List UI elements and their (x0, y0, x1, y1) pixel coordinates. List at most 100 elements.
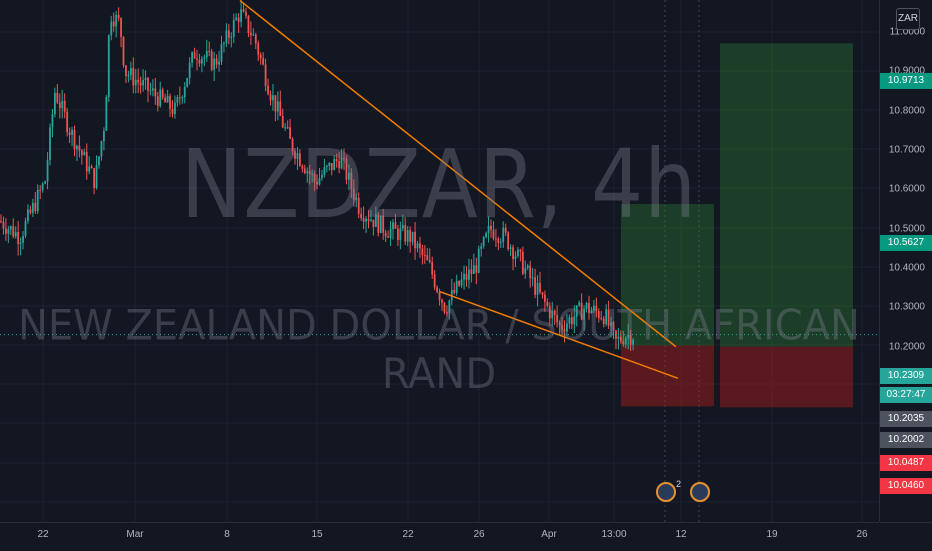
candle-body (605, 309, 608, 325)
candle-body (588, 303, 590, 314)
candle-body (49, 127, 51, 161)
candle-body (210, 51, 213, 70)
candle-body (436, 287, 438, 292)
candle-body (267, 85, 269, 95)
candle-body (590, 310, 593, 314)
candle-body (127, 75, 130, 77)
candle-body (377, 214, 380, 233)
lower-trendline (439, 291, 679, 379)
candle-body (350, 172, 353, 189)
candle-body (499, 241, 502, 243)
candle-body (441, 299, 443, 303)
candle-body (362, 218, 365, 222)
event-count-badge: 2 (676, 479, 682, 489)
candle-body (254, 34, 257, 44)
candle-body (294, 151, 296, 159)
candle-body (78, 145, 81, 151)
candle-body (147, 77, 149, 91)
candle-body (460, 279, 463, 286)
candle-body (73, 129, 76, 150)
candle-body (355, 197, 358, 200)
candle-body (174, 102, 176, 114)
candle-body (325, 165, 328, 168)
candle-body (448, 300, 451, 313)
candle-body (536, 282, 539, 295)
trendlines (239, 0, 679, 379)
candle-body (88, 166, 91, 172)
candle-body (411, 231, 414, 242)
candle-body (558, 322, 561, 326)
candle-body (68, 132, 71, 135)
candle-body (235, 17, 238, 20)
candle-body (472, 265, 475, 274)
candle-body (66, 111, 69, 133)
chart-grid (0, 0, 879, 522)
candle-body (446, 312, 448, 314)
candle-body (139, 82, 142, 86)
candle-body (34, 202, 37, 212)
entry-price-label: 10.2035 (880, 411, 932, 427)
nz-flag-event-icon[interactable]: 2 (656, 479, 681, 502)
candle-body (321, 175, 323, 179)
candle-body (289, 127, 291, 139)
candle-body (593, 305, 595, 311)
currency-button[interactable]: ZAR (896, 8, 920, 30)
candle-body (149, 90, 152, 92)
candle-body (250, 32, 252, 36)
candle-body (367, 218, 370, 221)
price-tick: 10.2000 (888, 341, 925, 353)
candle-body (423, 254, 426, 256)
candle-body (455, 280, 458, 293)
candle-body (308, 171, 311, 174)
candle-body (14, 232, 17, 237)
candle-body (509, 247, 512, 249)
candle-body (5, 228, 7, 234)
target-price-label: 10.9713 (880, 73, 932, 89)
candle-body (615, 330, 617, 339)
candle-body (629, 334, 632, 345)
candle-body (416, 243, 419, 249)
candle-body (301, 165, 304, 169)
candle-body (230, 36, 233, 38)
candle-body (186, 78, 189, 87)
candle-series (0, 0, 879, 352)
axis-settings-corner[interactable] (880, 522, 932, 551)
candle-body (208, 51, 211, 53)
candle-body (401, 225, 404, 229)
candle-body (112, 21, 115, 27)
time-axis[interactable]: 22 Mar 8 15 22 26 Apr 13:00 12 19 26 (0, 522, 879, 551)
candle-body (475, 265, 478, 273)
candle-body (225, 30, 228, 44)
candle-body (490, 225, 492, 230)
candle-body (370, 219, 372, 221)
candle-body (348, 172, 350, 180)
candle-body (394, 222, 397, 229)
time-tick: 13:00 (601, 529, 627, 540)
candle-body (161, 89, 164, 98)
candle-body (227, 30, 230, 38)
candle-body (264, 64, 267, 86)
price-tick: 10.6000 (888, 183, 925, 195)
candle-body (465, 273, 468, 280)
time-tick: 26 (473, 529, 485, 540)
candle-body (76, 145, 78, 150)
candle-body (426, 255, 429, 261)
nz-flag-event-icon[interactable] (690, 482, 710, 502)
candle-body (406, 230, 409, 242)
candle-body (303, 168, 306, 174)
candle-body (93, 168, 95, 188)
candle-body (22, 236, 24, 243)
current-price-label: 10.2309 (880, 368, 932, 384)
candle-body (291, 138, 294, 152)
candle-body (220, 44, 223, 62)
candle-body (154, 88, 157, 97)
candle-body (546, 301, 549, 306)
candle-body (259, 54, 262, 58)
candle-body (443, 302, 446, 313)
candle-body (428, 260, 431, 263)
candle-body (524, 268, 527, 274)
candle-body (51, 114, 54, 128)
candle-body (232, 19, 235, 37)
candle-body (58, 102, 61, 109)
